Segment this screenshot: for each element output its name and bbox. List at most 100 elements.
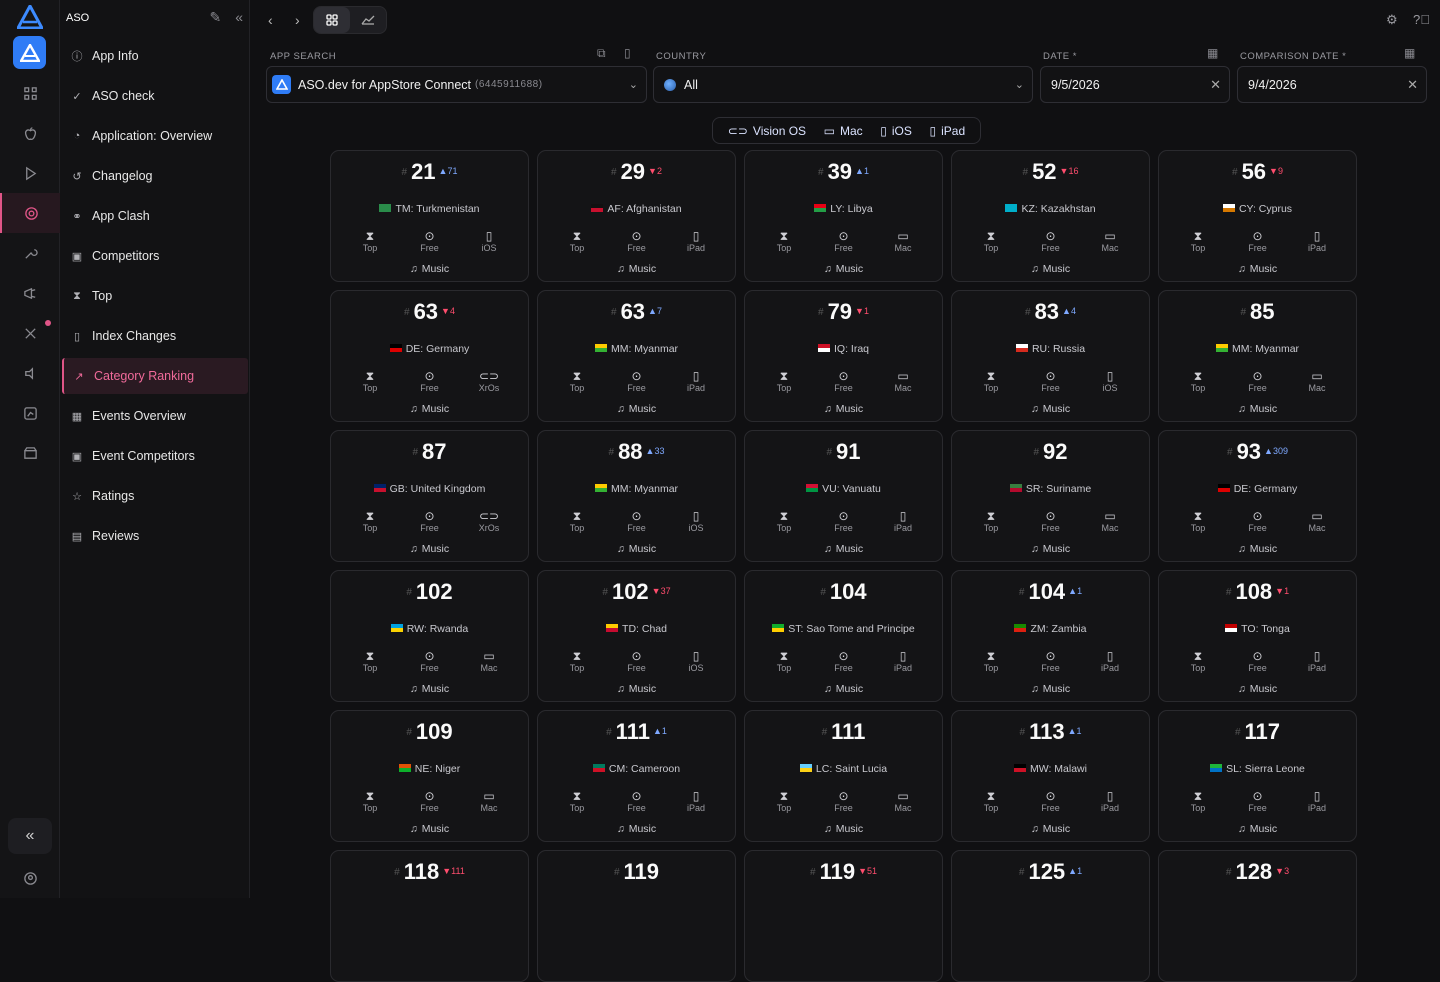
target-icon[interactable]: [0, 193, 60, 233]
sidebar-item-app-clash[interactable]: ⚭ App Clash: [62, 198, 248, 234]
ranking-card[interactable]: #102 ▼37 TD: Chad ⧗ Top ⊙ Free ▯ iOS ♫ Music: [537, 570, 736, 702]
ranking-card[interactable]: #92 SR: Suriname ⧗ Top ⊙ Free ▭ Mac ♫ Music: [951, 430, 1150, 562]
device-icon: ▯: [1106, 789, 1114, 803]
sidebar-item-application-overview[interactable]: ◔ Application: Overview: [62, 118, 248, 154]
ranking-card[interactable]: #56 ▼9 CY: Cyprus ⧗ Top ⊙ Free ▯ iPad ♫ Music: [1158, 150, 1357, 282]
app-avatar-icon: [272, 75, 291, 94]
apple-icon[interactable]: [0, 113, 60, 153]
top-chart-tag: ⧗ Top: [1190, 229, 1206, 253]
sidebar-item-index-changes[interactable]: ▯ Index Changes: [62, 318, 248, 354]
sidebar-item-ratings[interactable]: ☆ Ratings: [62, 478, 248, 514]
sidebar-item-competitors[interactable]: ▣ Competitors: [62, 238, 248, 274]
sidebar-item-event-competitors[interactable]: ▣ Event Competitors: [62, 438, 248, 474]
ranking-card[interactable]: #63 ▼4 DE: Germany ⧗ Top ⊙ Free ⊂⊃ XrOs ♫ Music: [330, 290, 529, 422]
copy-icon[interactable]: ⧉: [597, 46, 606, 60]
tools-icon[interactable]: [0, 313, 60, 353]
platform-ios-button[interactable]: ▯ iOS: [880, 123, 912, 138]
music-note-icon: ♫: [409, 823, 418, 835]
card-meta: ⧗ Top ⊙ Free ▯ iPad: [966, 790, 1135, 813]
platform-mac-button[interactable]: ▭ Mac: [823, 123, 863, 138]
sidebar-item-reviews[interactable]: ▤ Reviews: [62, 518, 248, 554]
ranking-card[interactable]: #128 ▼3: [1158, 850, 1357, 982]
app-icon[interactable]: [13, 36, 46, 69]
ranking-card[interactable]: #109 NE: Niger ⧗ Top ⊙ Free ▭ Mac ♫ Music: [330, 710, 529, 842]
ranking-card[interactable]: #21 ▲71 TM: Turkmenistan ⧗ Top ⊙ Free ▯ iOS ♫ Musi…: [330, 150, 529, 282]
triangle-down-icon: ▼: [1059, 166, 1069, 176]
collapse-sidebar-icon[interactable]: «: [235, 9, 243, 25]
ranking-card[interactable]: #118 ▼111: [330, 850, 529, 982]
ranking-card[interactable]: #52 ▼16 KZ: Kazakhstan ⧗ Top ⊙ Free ▭ Mac ♫ Music: [951, 150, 1150, 282]
device-tag: ▭ Mac: [894, 369, 912, 393]
sidebar-item-aso-check[interactable]: ✓ ASO check: [62, 78, 248, 114]
wrench-icon[interactable]: [0, 233, 60, 273]
ranking-card[interactable]: #83 ▲4 RU: Russia ⧗ Top ⊙ Free ▯ iOS ♫ Music: [951, 290, 1150, 422]
user-icon[interactable]: [0, 858, 60, 898]
store-icon[interactable]: [0, 433, 60, 473]
play-store-icon[interactable]: [0, 153, 60, 193]
ranking-card[interactable]: #85 MM: Myanmar ⧗ Top ⊙ Free ▭ Mac ♫ Music: [1158, 290, 1357, 422]
sidebar-item-events-overview[interactable]: ▦ Events Overview: [62, 398, 248, 434]
back-arrow-icon[interactable]: ‹: [268, 12, 273, 28]
device-tag: ▯ iPad: [893, 649, 912, 673]
sidebar-item-category-ranking[interactable]: ↗ Category Ranking: [62, 358, 248, 394]
ranking-card[interactable]: #104 ST: Sao Tome and Principe ⧗ Top ⊙ Free ▯ i…: [744, 570, 943, 702]
ranking-card[interactable]: #125 ▲1: [951, 850, 1150, 982]
megaphone-icon[interactable]: [0, 273, 60, 313]
app-search-select[interactable]: ASO.dev for AppStore Connect (6445911688…: [266, 66, 647, 103]
ranking-card[interactable]: #29 ▼2 AF: Afghanistan ⧗ Top ⊙ Free ▯ iPad ♫ Music: [537, 150, 736, 282]
help-icon[interactable]: ?⃝: [1413, 12, 1430, 27]
country-select[interactable]: All ⌄: [653, 66, 1033, 103]
ranking-card[interactable]: #119 ▼51: [744, 850, 943, 982]
ranking-card[interactable]: #104 ▲1 ZM: Zambia ⧗ Top ⊙ Free ▯ iPad ♫ Music: [951, 570, 1150, 702]
sidebar-item-top[interactable]: ⧗ Top: [62, 278, 248, 314]
platform-ipad-button[interactable]: ▯ iPad: [929, 123, 966, 138]
hourglass-icon: ⧗: [1193, 229, 1203, 243]
chart-view-button[interactable]: [350, 7, 386, 33]
forward-arrow-icon[interactable]: ›: [295, 12, 300, 28]
calendar-icon[interactable]: ▦: [1404, 46, 1416, 60]
aso-logo-icon[interactable]: [17, 5, 43, 29]
dollar-circle-icon: ⊙: [1045, 229, 1056, 243]
collapse-rail-button[interactable]: «: [8, 818, 52, 854]
ranking-card[interactable]: #117 SL: Sierra Leone ⧗ Top ⊙ Free ▯ iPad ♫ Music: [1158, 710, 1357, 842]
settings-gear-icon[interactable]: ⚙: [1386, 12, 1398, 27]
category-label: ♫ Music: [409, 823, 450, 835]
flag-icon: [1222, 204, 1235, 212]
ranking-card[interactable]: #63 ▲7 MM: Myanmar ⧗ Top ⊙ Free ▯ iPad ♫ Music: [537, 290, 736, 422]
triangle-up-icon: ▲: [438, 166, 448, 176]
grid-icon[interactable]: [0, 73, 60, 113]
card-meta: ⧗ Top ⊙ Free ▯ iPad: [966, 650, 1135, 673]
ranking-card[interactable]: #39 ▲1 LY: Libya ⧗ Top ⊙ Free ▭ Mac ♫ Music: [744, 150, 943, 282]
ranking-card[interactable]: #111 LC: Saint Lucia ⧗ Top ⊙ Free ▭ Mac ♫ Music: [744, 710, 943, 842]
broadcast-icon[interactable]: [0, 353, 60, 393]
calendar-icon[interactable]: ▦: [1207, 46, 1219, 60]
date-field[interactable]: 9/5/2026 ✕: [1040, 66, 1230, 103]
grid-view-button[interactable]: [314, 7, 350, 33]
ranking-card[interactable]: #79 ▼1 IQ: Iraq ⧗ Top ⊙ Free ▭ Mac ♫ Music: [744, 290, 943, 422]
clear-date-icon[interactable]: ✕: [1210, 76, 1221, 92]
analytics-icon[interactable]: [0, 393, 60, 433]
ranking-card[interactable]: #88 ▲33 MM: Myanmar ⧗ Top ⊙ Free ▯ iOS ♫ Music: [537, 430, 736, 562]
platform-visionos-button[interactable]: ⊂⊃ Vision OS: [727, 123, 807, 138]
sidebar-item-app-info[interactable]: ⓘ App Info: [62, 38, 248, 74]
clear-comparison-date-icon[interactable]: ✕: [1407, 76, 1418, 92]
sidebar-item-changelog[interactable]: ↺ Changelog: [62, 158, 248, 194]
ranking-card[interactable]: #91 VU: Vanuatu ⧗ Top ⊙ Free ▯ iPad ♫ Music: [744, 430, 943, 562]
ranking-card[interactable]: #108 ▼1 TO: Tonga ⧗ Top ⊙ Free ▯ iPad ♫ Music: [1158, 570, 1357, 702]
top-chart-tag: ⧗ Top: [569, 789, 585, 813]
ranking-card[interactable]: #102 RW: Rwanda ⧗ Top ⊙ Free ▭ Mac ♫ Music: [330, 570, 529, 702]
ranking-card[interactable]: #119: [537, 850, 736, 982]
ranking-card[interactable]: #111 ▲1 CM: Cameroon ⧗ Top ⊙ Free ▯ iPad ♫ Music: [537, 710, 736, 842]
ranking-card[interactable]: #93 ▲309 DE: Germany ⧗ Top ⊙ Free ▭ Mac ♫ Music: [1158, 430, 1357, 562]
category-label: ♫ Music: [1237, 823, 1278, 835]
ranking-card[interactable]: #87 GB: United Kingdom ⧗ Top ⊙ Free ⊂⊃ XrOs ♫ Mus…: [330, 430, 529, 562]
country-label: DE: Germany: [1159, 483, 1356, 495]
hourglass-icon: ⧗: [73, 289, 81, 302]
card-meta: ⧗ Top ⊙ Free ▯ iPad: [552, 790, 721, 813]
bookmark-icon[interactable]: ▯: [624, 46, 631, 60]
ranking-card[interactable]: #113 ▲1 MW: Malawi ⧗ Top ⊙ Free ▯ iPad ♫ Music: [951, 710, 1150, 842]
comparison-date-field[interactable]: 9/4/2026 ✕: [1237, 66, 1427, 103]
country-label: NE: Niger: [331, 763, 528, 775]
music-note-icon: ♫: [1030, 403, 1039, 415]
edit-icon[interactable]: ✎: [209, 9, 222, 25]
